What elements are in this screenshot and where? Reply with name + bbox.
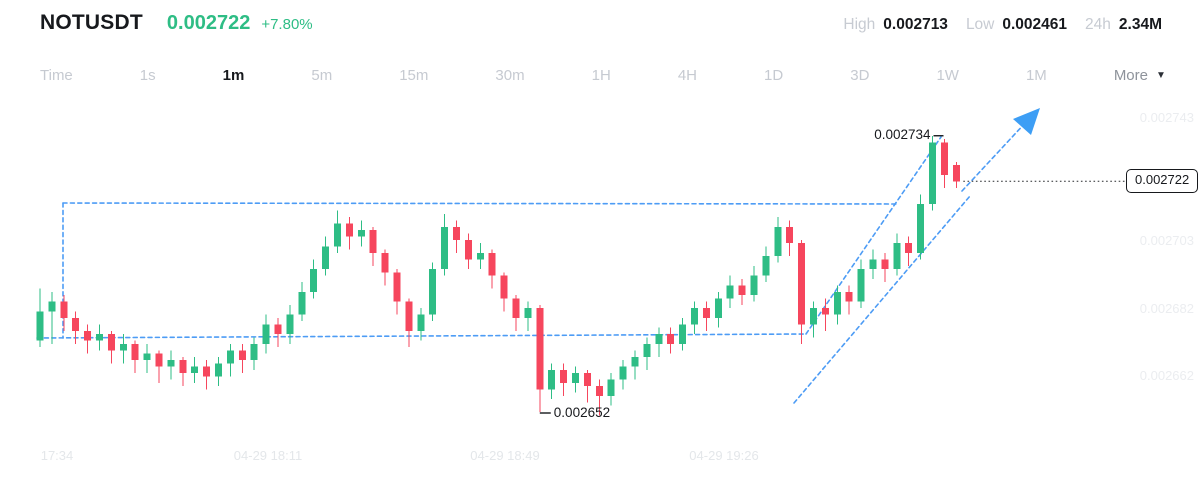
tab-4h[interactable]: 4H bbox=[677, 67, 698, 84]
tab-more-label: More bbox=[1113, 67, 1148, 84]
stat-low-label: Low bbox=[965, 16, 995, 33]
tab-1s[interactable]: 1s bbox=[139, 67, 156, 84]
stat-high: High 0.002713 bbox=[843, 16, 948, 34]
tab-1w[interactable]: 1W bbox=[936, 67, 959, 84]
last-price: 0.002722 bbox=[166, 12, 251, 34]
interval-tabs: Time 1s 1m 5m 15m 30m 1H 4H 1D 3D 1W 1M More ▼ bbox=[40, 67, 1166, 84]
stat-low-value: 0.002461 bbox=[1002, 16, 1068, 33]
stats-bar: High 0.002713 Low 0.002461 24h 2.34M bbox=[843, 16, 1162, 34]
tab-30m[interactable]: 30m bbox=[495, 67, 525, 84]
low-price-annotation: 0.002652 bbox=[553, 405, 611, 420]
stat-high-label: High bbox=[843, 16, 876, 33]
chevron-down-icon: ▼ bbox=[1156, 69, 1166, 81]
tab-more[interactable]: More ▼ bbox=[1114, 67, 1166, 84]
last-price-tag: 0.002722 bbox=[1126, 168, 1199, 193]
tab-15m[interactable]: 15m bbox=[399, 67, 429, 84]
stat-volume-value: 2.34M bbox=[1118, 16, 1162, 33]
tab-1h[interactable]: 1H bbox=[591, 67, 611, 84]
tab-5m[interactable]: 5m bbox=[311, 67, 333, 84]
stat-low: Low 0.002461 bbox=[966, 16, 1067, 34]
arrow-head-icon[interactable] bbox=[1013, 108, 1040, 135]
stat-volume-label: 24h bbox=[1085, 16, 1111, 33]
stat-high-value: 0.002713 bbox=[883, 16, 948, 33]
trendline-drawings[interactable] bbox=[36, 108, 1040, 404]
candles-layer bbox=[36, 135, 960, 416]
tab-time[interactable]: Time bbox=[40, 67, 73, 84]
tab-1m[interactable]: 1M bbox=[1025, 67, 1047, 84]
tab-1m[interactable]: 1m bbox=[222, 67, 245, 84]
price-line-layer bbox=[539, 135, 1126, 414]
symbol-name: NOTUSDT bbox=[40, 11, 143, 34]
tab-1d[interactable]: 1D bbox=[764, 67, 784, 84]
stat-volume: 24h 2.34M bbox=[1085, 16, 1162, 34]
high-price-annotation: 0.002734 bbox=[874, 126, 931, 142]
tab-3d[interactable]: 3D bbox=[850, 67, 870, 84]
symbol-header: NOTUSDT 0.002722 +7.80% High 0.002713 Lo… bbox=[40, 11, 1162, 35]
change-percent: +7.80% bbox=[261, 16, 313, 33]
